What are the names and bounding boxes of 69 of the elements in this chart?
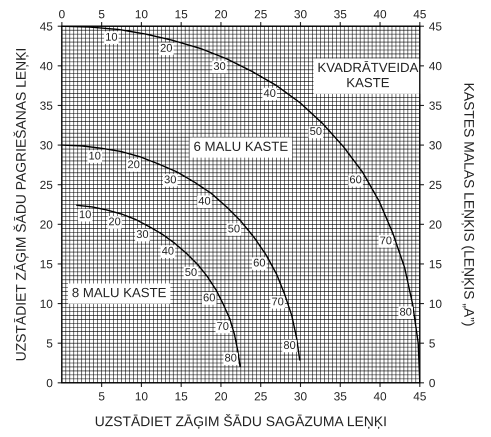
x2-tick-label: 5 [98,10,104,18]
x2-tick-label: 20 [214,10,228,18]
annotation: 80 [284,341,296,349]
annotation: 10 [106,32,118,41]
y-tick-label: 35 [40,101,52,110]
annotation: 30 [214,62,226,70]
x-tick-label: 25 [254,392,267,401]
y-tick-label: 10 [40,300,52,308]
y2-tick-label: 25 [429,180,442,190]
annotation: 40 [264,89,276,97]
annotation: 70 [380,236,392,244]
annotation: 70 [217,322,228,330]
annotation: 50 [185,268,197,276]
y2-axis-title: KASTES MALAS LEŅĶIS (LEŅĶIS „A”) [461,84,474,326]
y-tick-label: 20 [40,220,52,229]
annotation: 50 [228,224,240,232]
y-tick-label: 45 [40,22,52,31]
y2-tick-label: 5 [429,339,435,348]
annotation: 80 [225,354,236,362]
y2-tick-label: 15 [430,260,442,268]
annotation: 30 [164,175,176,184]
x2-tick-label: 0 [59,10,65,18]
annotation: 70 [272,298,284,306]
y-tick-label: 15 [40,260,52,268]
annotation: 20 [128,160,140,168]
annotation: 20 [160,44,172,52]
x-tick-label: 5 [98,392,104,401]
annotation: 10 [89,152,100,160]
y-axis-title: UZSTĀDIET ZĀĢIM ŠĀDU PAGRIEŠANAS LEŅĶI [14,48,29,360]
x2-tick-label: 30 [294,10,307,18]
x2-tick-label: 35 [334,10,346,18]
annotation: 40 [162,246,174,255]
x-tick-label: 15 [176,392,188,401]
x-tick-label: 45 [414,392,426,401]
annotation: 80 [400,308,412,316]
x2-tick-label: 25 [254,10,267,18]
x-tick-label: 40 [374,392,386,401]
text: 6 MALU KASTE [194,142,288,152]
y2-tick-label: 35 [429,101,442,110]
y2-tick-label: 45 [429,22,442,31]
x2-tick-label: 15 [176,10,188,18]
y-tick-label: 5 [46,339,52,348]
x-axis-title: UZSTĀDIET ZĀĢIM ŠĀDU SAGĀZUMA LEŅĶI [96,414,386,430]
y2-tick-label: 0 [429,378,435,388]
y2-tick-label: 10 [430,300,442,308]
annotation: 20 [108,217,120,226]
annotation: 10 [80,210,91,218]
text: 8 MALU KASTE [72,288,166,298]
x2-tick-label: 10 [136,10,148,18]
y-tick-label: 25 [40,180,52,190]
annotation: 40 [198,196,210,205]
y2-tick-label: 30 [429,141,442,150]
y-tick-label: 0 [46,378,52,388]
series-label: KVADRĀTVEIDA KASTE [318,61,418,88]
y2-tick-label: 20 [429,220,442,229]
x2-tick-label: 40 [374,10,386,18]
x-tick-label: 30 [294,392,307,401]
annotation: 60 [204,294,215,302]
annotation: 30 [136,230,148,238]
annotation: 50 [310,127,322,136]
annotation: 60 [254,258,266,267]
y2-tick-label: 40 [429,62,442,70]
annotation: 60 [350,175,362,184]
x2-tick-label: 45 [414,10,426,18]
x-tick-label: 10 [136,392,148,401]
y-tick-label: 30 [40,141,52,150]
y-tick-label: 40 [40,62,52,70]
x-tick-label: 35 [334,392,346,401]
x-tick-label: 20 [214,392,228,401]
